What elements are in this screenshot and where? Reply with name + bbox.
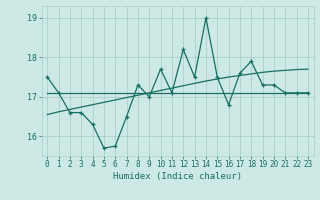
X-axis label: Humidex (Indice chaleur): Humidex (Indice chaleur) (113, 172, 242, 181)
